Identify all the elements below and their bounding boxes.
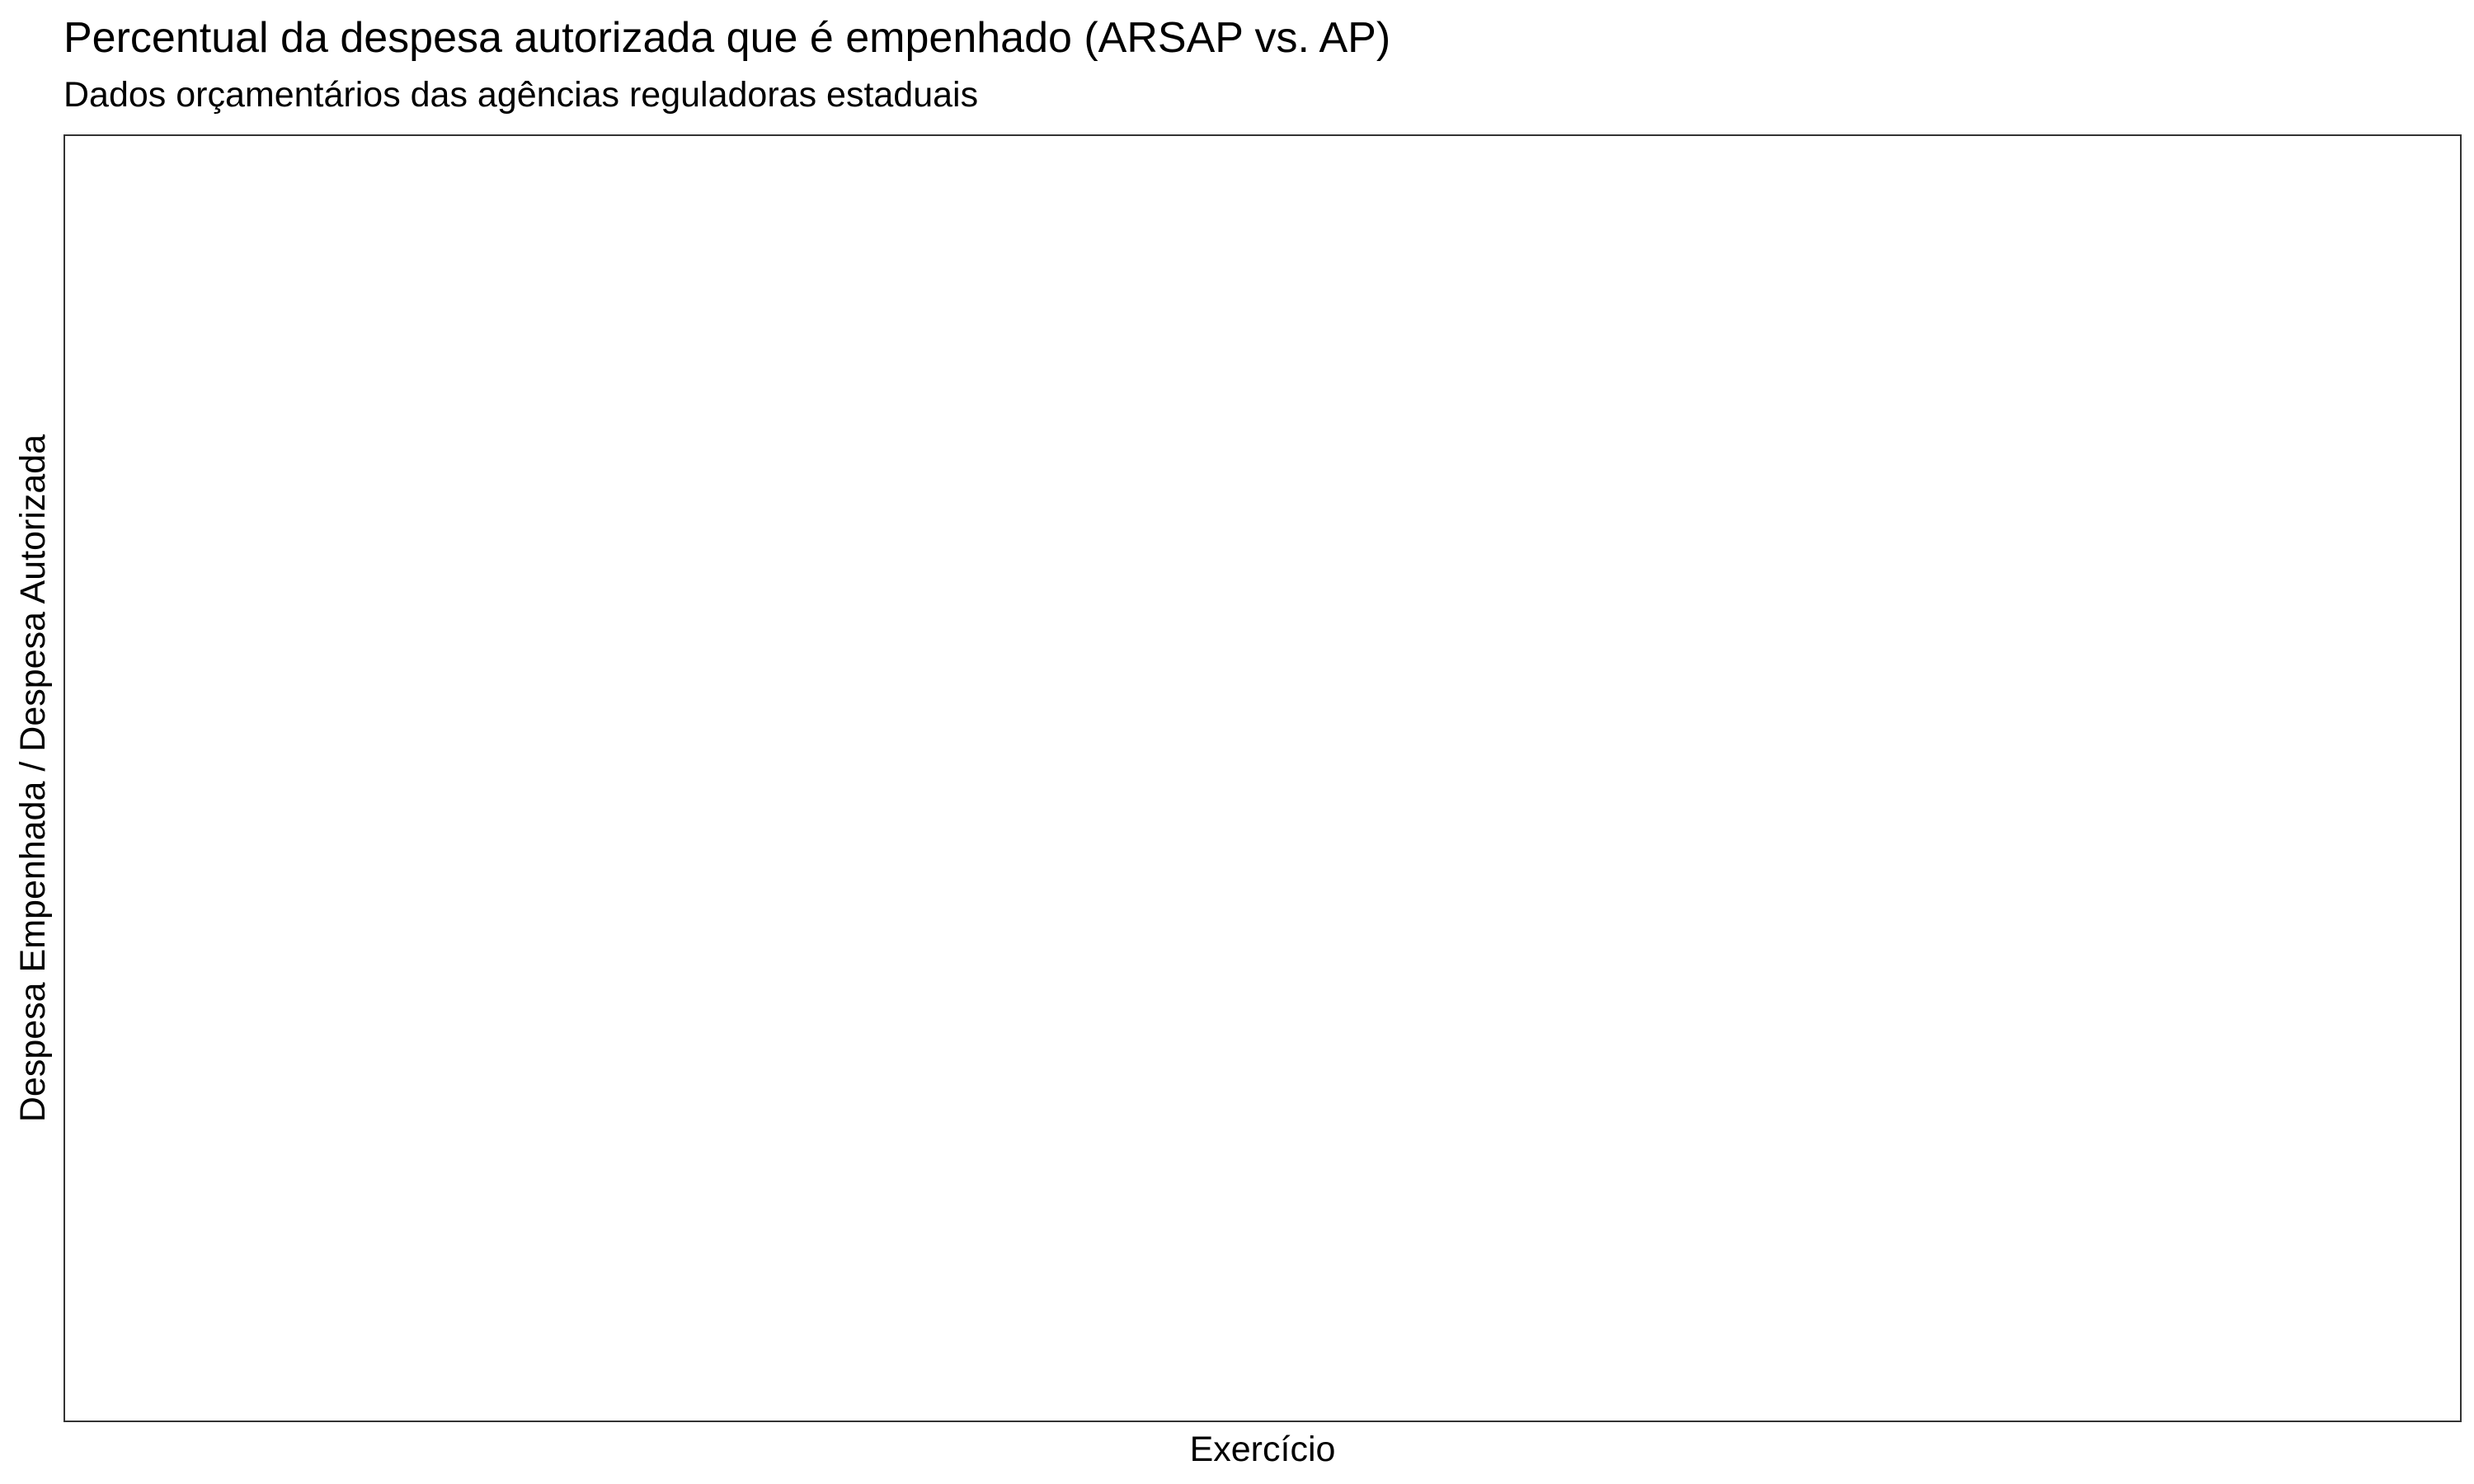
chart-title: Percentual da despesa autorizada que é e… — [63, 14, 1391, 62]
x-axis-label: Exercício — [1189, 1430, 1336, 1469]
plot-panel — [63, 134, 2462, 1422]
plot-area — [65, 136, 2460, 1421]
chart-subtitle: Dados orçamentários das agências regulad… — [63, 75, 979, 115]
y-axis-label: Despesa Empenhada / Despesa Autorizada — [13, 434, 53, 1123]
